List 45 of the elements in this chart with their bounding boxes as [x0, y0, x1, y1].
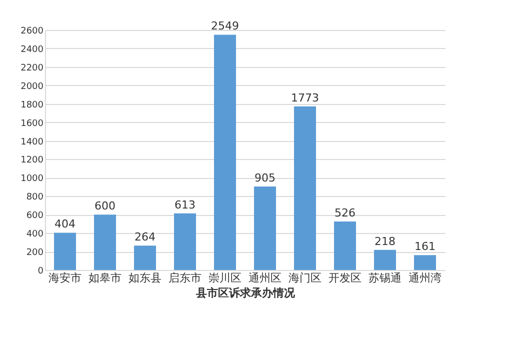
- bar: [294, 106, 316, 270]
- x-tick-label: 通州区: [248, 272, 282, 284]
- y-tick-label: 1200: [20, 156, 44, 166]
- data-label: 613: [174, 198, 196, 212]
- bar: [254, 186, 276, 270]
- y-tick-label: 0: [38, 266, 44, 276]
- bar: [334, 221, 356, 270]
- bar: [134, 246, 156, 270]
- bar: [94, 214, 116, 270]
- x-tick-label: 海安市: [48, 272, 82, 284]
- x-tick-label: 崇川区: [208, 272, 242, 284]
- y-tick-label: 800: [26, 192, 44, 203]
- y-tick-label: 200: [26, 248, 44, 258]
- bar: [174, 213, 196, 270]
- y-tick-label: 600: [26, 211, 44, 222]
- y-tick-label: 1000: [20, 174, 44, 184]
- x-tick-label: 开发区: [328, 272, 362, 284]
- y-tick-label: 400: [26, 230, 44, 240]
- bar: [214, 34, 236, 270]
- data-label: 600: [94, 200, 116, 213]
- y-tick-label: 2600: [20, 26, 44, 36]
- y-tick-label: 1600: [20, 118, 44, 129]
- data-label: 526: [334, 206, 356, 220]
- bar: [414, 255, 436, 270]
- data-label: 404: [54, 218, 76, 231]
- bar: [54, 232, 76, 270]
- x-tick-label: 如东县: [128, 272, 162, 284]
- x-tick-label: 通州湾: [408, 272, 442, 284]
- data-label: 218: [374, 234, 396, 248]
- y-tick-label: 2000: [20, 82, 44, 92]
- x-axis-title: 县市区诉求承办情况: [195, 286, 296, 300]
- y-tick-label: 1400: [20, 137, 44, 148]
- x-tick-label: 海门区: [288, 272, 322, 284]
- y-tick-label: 2200: [20, 63, 44, 74]
- x-tick-label: 启东市: [168, 272, 202, 284]
- y-tick-label: 1800: [20, 100, 44, 110]
- data-label: 264: [134, 230, 156, 244]
- data-label: 161: [414, 240, 436, 254]
- y-tick-label: 2400: [20, 44, 44, 55]
- data-label: 905: [254, 171, 276, 184]
- data-label: 2549: [211, 20, 239, 33]
- x-tick-label: 如皋市: [88, 272, 122, 284]
- x-tick-label: 苏锡通: [368, 272, 402, 284]
- data-label: 1773: [291, 91, 319, 104]
- bar: [374, 250, 396, 270]
